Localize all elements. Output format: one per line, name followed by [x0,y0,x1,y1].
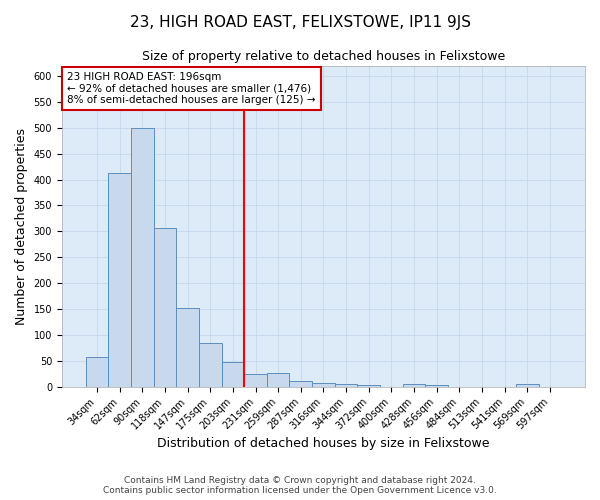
Bar [244,374,267,387]
Text: 23, HIGH ROAD EAST, FELIXSTOWE, IP11 9JS: 23, HIGH ROAD EAST, FELIXSTOWE, IP11 9JS [130,15,470,30]
Bar [154,228,176,387]
Bar [403,384,425,387]
Bar [425,386,448,387]
X-axis label: Distribution of detached houses by size in Felixstowe: Distribution of detached houses by size … [157,437,490,450]
Title: Size of property relative to detached houses in Felixstowe: Size of property relative to detached ho… [142,50,505,63]
Text: Contains HM Land Registry data © Crown copyright and database right 2024.
Contai: Contains HM Land Registry data © Crown c… [103,476,497,495]
Bar [199,343,221,387]
Bar [86,357,109,387]
Bar [109,173,131,387]
Y-axis label: Number of detached properties: Number of detached properties [15,128,28,324]
Bar [267,373,289,387]
Bar [516,384,539,387]
Bar [289,381,312,387]
Bar [176,308,199,387]
Bar [221,362,244,387]
Text: 23 HIGH ROAD EAST: 196sqm
← 92% of detached houses are smaller (1,476)
8% of sem: 23 HIGH ROAD EAST: 196sqm ← 92% of detac… [67,72,316,105]
Bar [131,128,154,387]
Bar [358,386,380,387]
Bar [335,384,358,387]
Bar [312,383,335,387]
